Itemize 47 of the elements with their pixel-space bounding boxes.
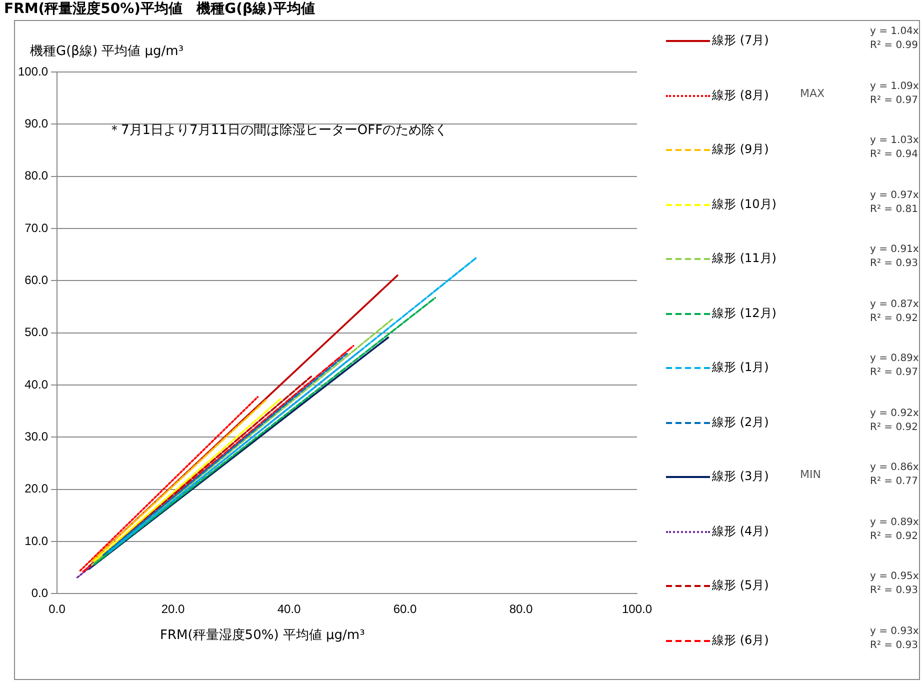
legend-label: 線形 (1月): [712, 359, 769, 376]
legend-label: 線形 (8月): [712, 86, 769, 104]
text: MIN: [800, 468, 821, 481]
legend-label: 線形 (4月): [712, 522, 769, 540]
text: y = 0.91x R² = 0.93: [870, 243, 919, 271]
legend-label: 線形 (9月): [712, 141, 769, 158]
legend-label: 線形 (7月): [712, 32, 769, 49]
x-tick-label: 80.0: [509, 602, 533, 616]
legend-label: 線形 (12月): [712, 304, 776, 322]
y-tick-label: 60.0: [24, 272, 48, 287]
legend-label: 線形 (5月): [712, 577, 769, 594]
y-axis-title: 機種G(β線) 平均値 μg/m³: [30, 43, 184, 60]
text: y = 0.89x R² = 0.97: [870, 352, 919, 380]
text: y = 0.97x R² = 0.81: [870, 188, 919, 216]
x-tick-label: 60.0: [393, 602, 418, 616]
y-tick-label: 70.0: [24, 220, 48, 235]
text: y = 0.86x R² = 0.77: [870, 461, 919, 489]
y-tick-label: 50.0: [24, 325, 48, 340]
text: y = 1.03x R² = 0.94: [870, 134, 919, 162]
x-tick-label: 0.0: [48, 602, 66, 616]
text: y = 0.89x R² = 0.92: [870, 516, 919, 544]
text: y = 0.87x R² = 0.92: [870, 298, 919, 326]
legend-label: 線形 (2月): [712, 414, 769, 430]
y-tick-label: 0.0: [31, 586, 48, 600]
legend-label: 線形 (10月): [712, 196, 776, 212]
text: y = 0.95x R² = 0.93: [870, 570, 919, 598]
y-tick-label: 100.0: [18, 64, 48, 78]
y-tick-label: 80.0: [24, 168, 48, 183]
x-tick-label: 40.0: [277, 602, 302, 616]
x-axis-title: FRM(秤量湿度50%) 平均値 μg/m³: [160, 627, 365, 644]
chart-title: FRM(秤量湿度50%)平均値 機種G(β線)平均値: [4, 0, 315, 18]
text: y = 1.04x R² = 0.99: [870, 25, 919, 53]
x-tick-label: 20.0: [161, 602, 186, 616]
text: y = 1.09x R² = 0.97: [870, 80, 919, 108]
legend-label: 線形 (6月): [712, 632, 769, 648]
y-tick-label: 20.0: [24, 482, 48, 496]
text: MAX: [800, 86, 825, 100]
y-tick-label: 10.0: [24, 534, 48, 548]
text: y = 0.93x R² = 0.93: [870, 624, 919, 652]
y-tick-label: 40.0: [24, 377, 48, 392]
legend-label: 線形 (3月): [712, 468, 769, 485]
legend-label: 線形 (11月): [712, 250, 776, 267]
y-tick-label: 30.0: [24, 429, 48, 444]
y-tick-label: 90.0: [24, 116, 48, 130]
text: y = 0.92x R² = 0.92: [870, 406, 919, 434]
annotation: ＊7月1日より7月11日の間は除湿ヒーターOFFのため除く: [108, 122, 448, 139]
x-tick-label: 100.0: [622, 602, 652, 616]
